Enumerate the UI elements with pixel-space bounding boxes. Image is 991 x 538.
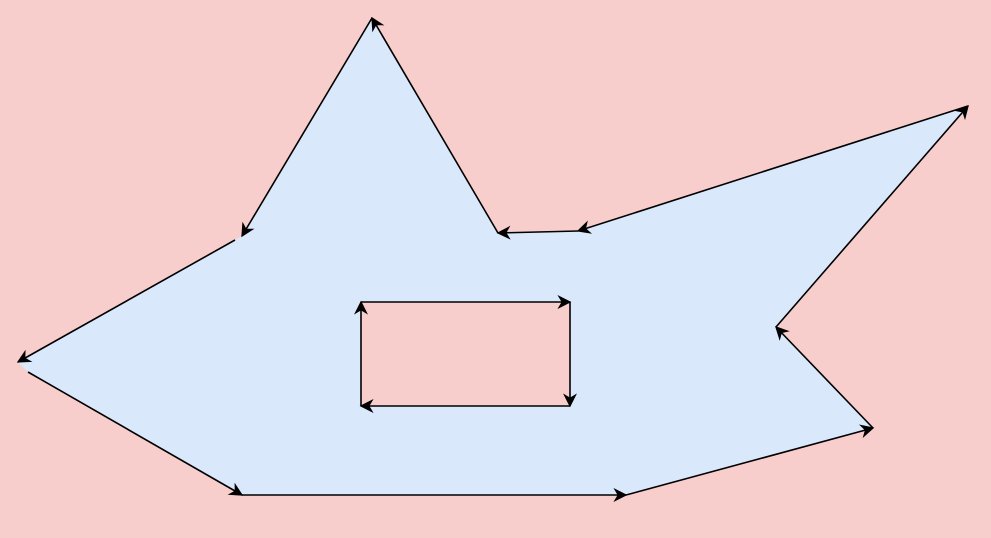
outer-edge-arrow-2	[496, 225, 579, 240]
outer-edge-arrow-3	[576, 105, 969, 234]
outer-edge-arrow-8	[27, 371, 244, 496]
outer-edge-arrow-5	[775, 325, 874, 429]
outer-edge-arrow-9	[16, 239, 236, 363]
hole-boundary-edges	[354, 295, 577, 413]
polygon-fill	[18, 18, 968, 495]
outer-edge-arrow-4	[775, 104, 969, 328]
outer-boundary-edges	[16, 16, 969, 502]
outer-edge-arrow-6	[625, 424, 875, 496]
outer-edge-arrow-10	[241, 17, 373, 238]
outer-edge-arrow-1	[371, 16, 499, 234]
